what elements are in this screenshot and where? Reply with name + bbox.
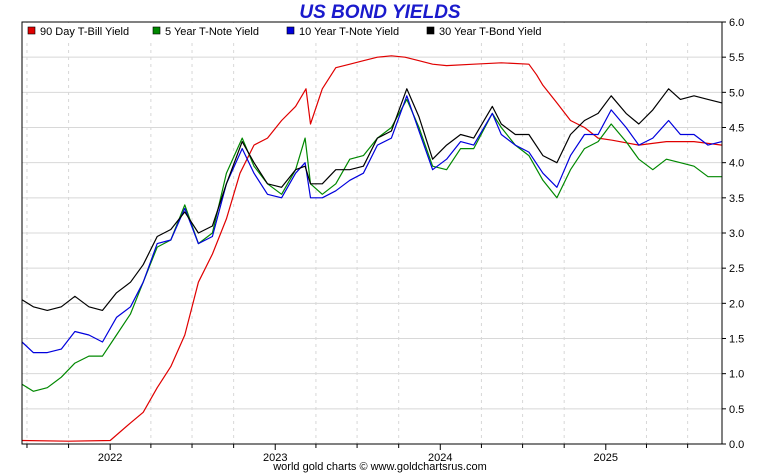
legend: 90 Day T-Bill Yield 5 Year T-Note Yield 10… <box>23 23 721 41</box>
x-tick-label: 2023 <box>263 452 287 464</box>
y-tick-label: 6.0 <box>729 17 744 29</box>
legend-label-tbill: 90 Day T-Bill Yield <box>40 26 129 38</box>
legend-label-note10: 10 Year T-Note Yield <box>299 26 399 38</box>
legend-label-note5: 5 Year T-Note Yield <box>165 26 259 38</box>
series-line-bond30 <box>21 88 723 311</box>
x-tick-label: 2022 <box>98 452 122 464</box>
x-axis: 2022 2023 2024 2025 <box>26 444 689 464</box>
y-tick-label: 2.0 <box>729 298 744 310</box>
series-lines <box>21 55 723 442</box>
y-tick-label: 5.0 <box>729 87 744 99</box>
legend-swatch-note5 <box>152 26 161 35</box>
y-tick-label: 4.0 <box>729 158 744 170</box>
series-line-tbill <box>21 55 723 442</box>
y-tick-label: 1.5 <box>729 334 744 346</box>
y-tick-label: 4.5 <box>729 123 744 135</box>
y-tick-label: 2.5 <box>729 263 744 275</box>
y-tick-label: 0.5 <box>729 404 744 416</box>
chart-title: US BOND YIELDS <box>299 2 461 23</box>
y-tick-label: 3.0 <box>729 228 744 240</box>
y-tick-label: 3.5 <box>729 193 744 205</box>
x-tick-label: 2024 <box>428 452 452 464</box>
y-tick-label: 0.0 <box>729 439 744 451</box>
legend-swatch-bond30 <box>426 26 435 35</box>
legend-background <box>23 23 721 41</box>
y-tick-label: 1.0 <box>729 369 744 381</box>
legend-label-bond30: 30 Year T-Bond Yield <box>439 26 542 38</box>
x-tick-label: 2025 <box>594 452 618 464</box>
series-line-note5 <box>21 98 722 392</box>
y-axis: 0.0 0.5 1.0 1.5 2.0 2.5 3.0 3.5 4.0 4.5 5.0 5.5 6.0 <box>722 17 744 451</box>
legend-swatch-tbill <box>27 26 36 35</box>
legend-swatch-note10 <box>286 26 295 35</box>
chart-footer: world gold charts © www.goldchartsrus.co… <box>273 461 487 473</box>
series-line-note10 <box>21 95 723 354</box>
y-tick-label: 5.5 <box>729 52 744 64</box>
